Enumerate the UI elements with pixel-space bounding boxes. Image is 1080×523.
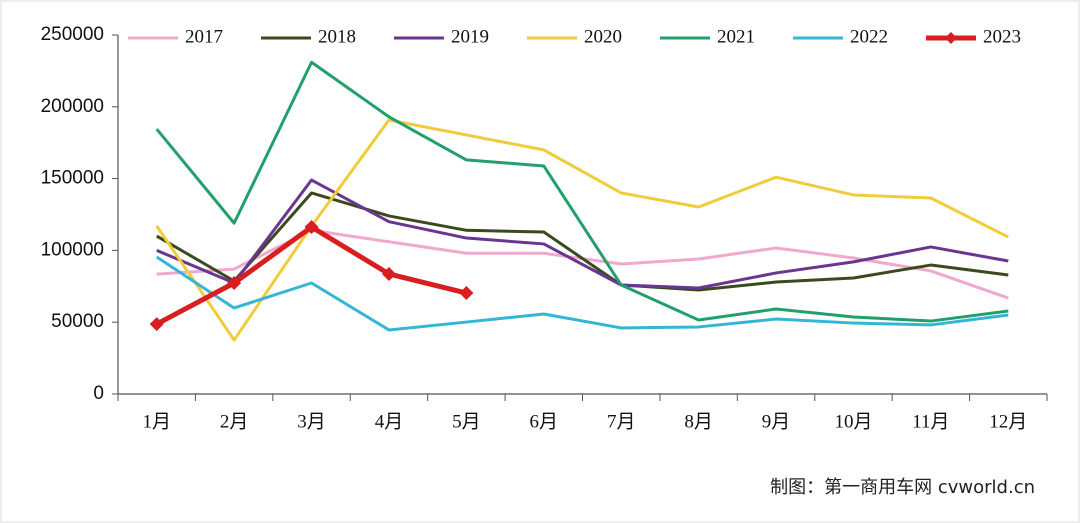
x-tick-label: 8月 [684,411,713,432]
series-line [155,255,1009,332]
series-line [156,178,1009,290]
x-tick-label: 6月 [530,411,559,432]
legend-label: 2020 [584,26,622,47]
legend-label: 2021 [717,26,755,47]
point-marker [381,266,396,281]
x-tick-label: 1月 [142,411,171,432]
y-tick-label: 100000 [41,239,104,260]
series-line [155,191,1009,292]
x-tick-label: 7月 [607,411,636,432]
series-line [155,60,1009,323]
point-marker [227,275,242,290]
point-marker [304,219,319,234]
annotation: 制图：第一商用车网 cvworld.cn [770,477,1035,498]
legend-label: 2017 [185,26,223,47]
x-tick-label: 12月 [989,411,1027,432]
x-tick-label: 3月 [297,411,326,432]
point-marker [149,317,164,332]
legend-label: 2018 [318,26,356,47]
legend-label: 2023 [983,26,1021,47]
legend-label: 2022 [850,26,888,47]
y-tick-label: 250000 [41,24,104,45]
y-tick-label: 200000 [41,96,104,117]
y-tick-label: 0 [93,383,104,404]
x-tick-label: 2月 [220,411,249,432]
y-tick-label: 50000 [51,311,104,332]
y-tick-label: 150000 [41,168,104,189]
x-tick-label: 10月 [834,411,872,432]
series-line [155,118,1009,342]
legend-label: 2019 [451,26,489,47]
x-tick-label: 11月 [912,411,949,432]
legend-marker [945,32,957,44]
x-tick-label: 5月 [452,411,481,432]
x-tick-label: 9月 [762,411,791,432]
x-tick-label: 4月 [375,411,404,432]
point-marker [459,286,474,301]
